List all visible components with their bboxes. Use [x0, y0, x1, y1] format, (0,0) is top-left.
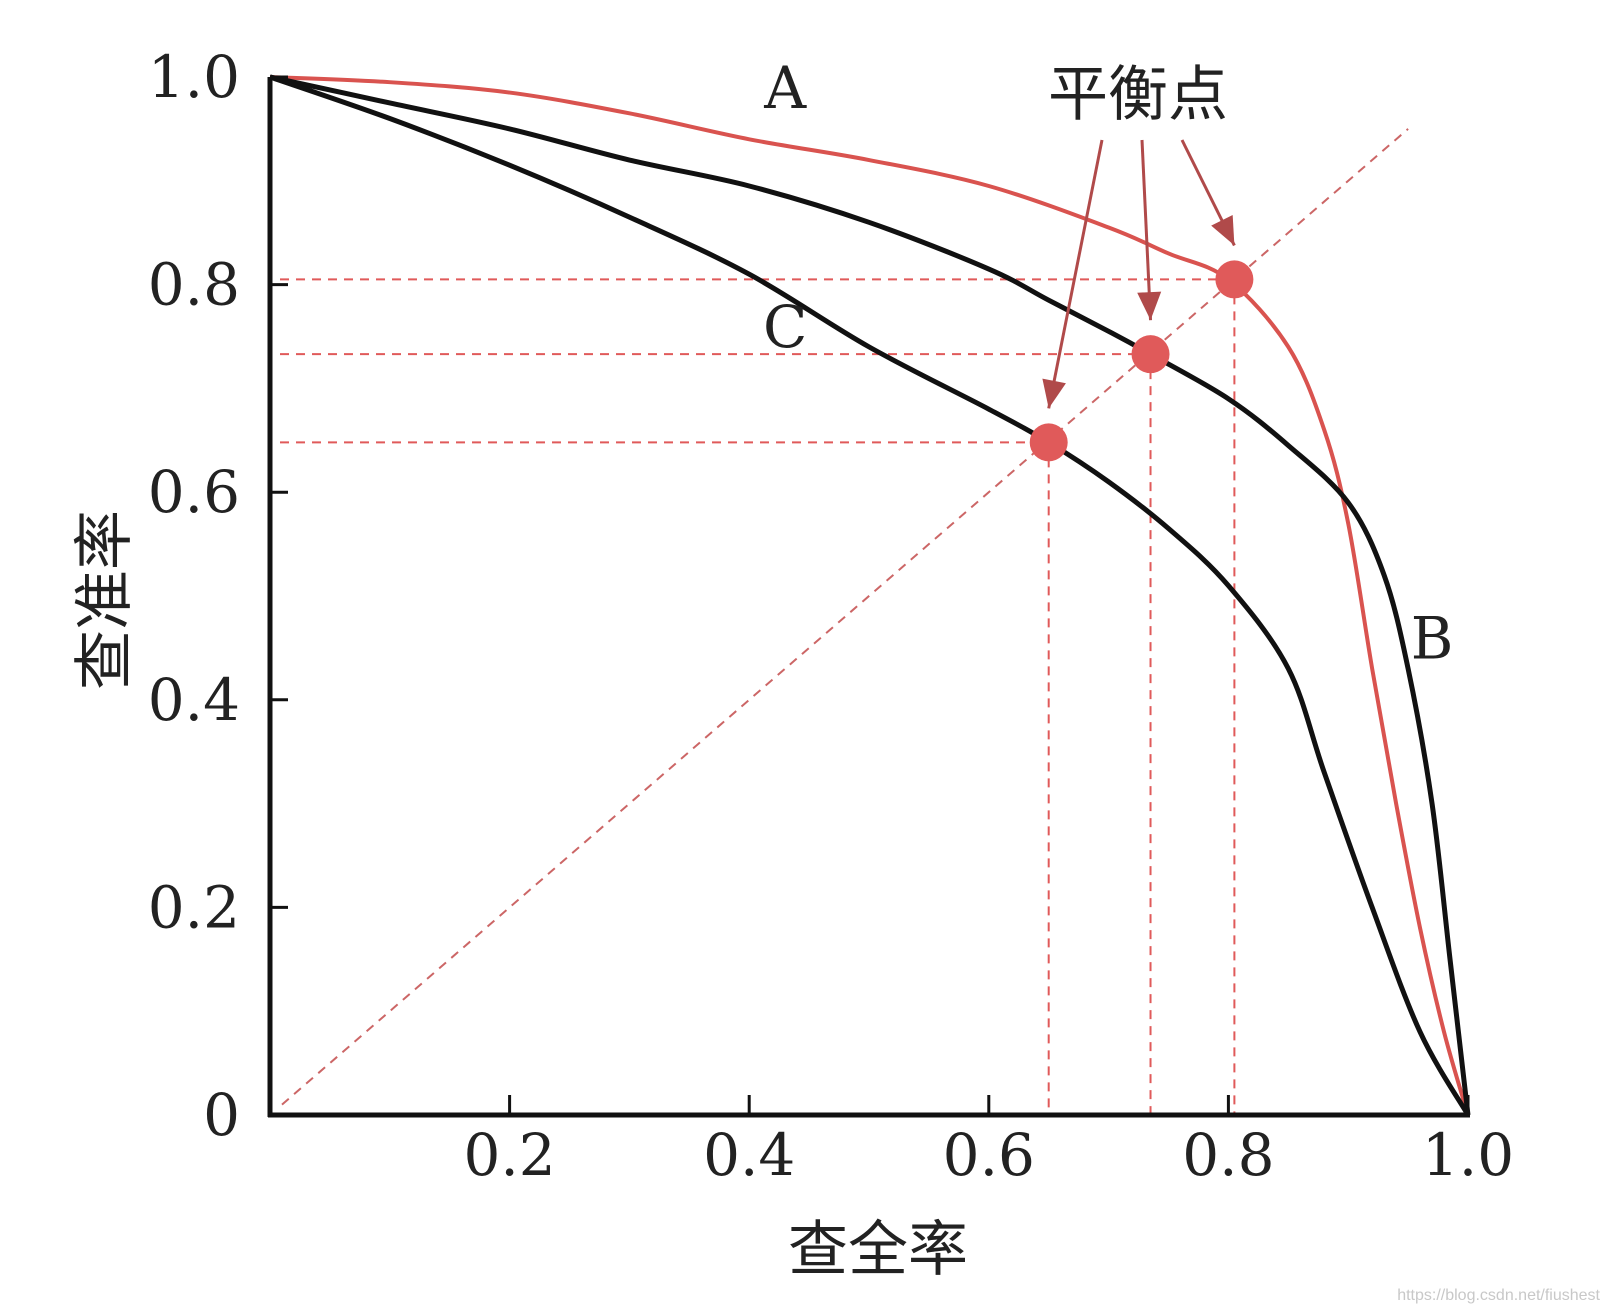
labels-group: A B C 0.2 0.4 0.6 0.8 1.0 0 0.2 0.4 0.6 0.8 1.0: [148, 43, 1514, 1189]
balance-arrowhead: [1042, 378, 1066, 409]
balance-guide-lines: [280, 128, 1409, 1115]
diagonal-line: [281, 128, 1409, 1106]
x-tick-label: 0.2: [463, 1121, 555, 1189]
balance-arrow: [1047, 139, 1104, 409]
balance-arrow: [1140, 139, 1153, 321]
curve-label-c: C: [763, 293, 807, 361]
balance-annotation: 平衡点: [1029, 60, 1254, 462]
x-tick-label: 1.0: [1422, 1121, 1514, 1189]
y-tick-label: 0.6: [148, 458, 240, 526]
balance-arrowhead: [1211, 214, 1235, 246]
watermark-text: https://blog.csdn.net/fiushest: [1397, 1287, 1600, 1304]
balance-point-label: 平衡点: [1048, 60, 1228, 130]
x-tick-label: 0.6: [943, 1121, 1035, 1189]
y-tick-label: 1.0: [148, 43, 240, 111]
curve-b: [269, 74, 1471, 1116]
x-tick-label: 0.8: [1182, 1121, 1274, 1189]
balance-point: [1215, 260, 1254, 299]
axes-group: [267, 75, 1470, 1118]
y-tick-label: 0.4: [148, 666, 240, 734]
x-axis-title: 查全率: [788, 1215, 968, 1285]
balance-point: [1029, 423, 1068, 462]
y-tick-label: 0.8: [148, 251, 240, 319]
curve-a: [269, 75, 1470, 1116]
curve-label-b: B: [1411, 604, 1454, 672]
y-tick-label: 0: [203, 1081, 240, 1149]
balance-arrowhead: [1137, 291, 1162, 321]
x-tick-label: 0.4: [703, 1121, 795, 1189]
balance-point: [1131, 335, 1170, 374]
curve-label-a: A: [763, 54, 807, 122]
y-axis-title: 查准率: [70, 510, 140, 690]
y-tick-label: 0.2: [148, 873, 240, 941]
